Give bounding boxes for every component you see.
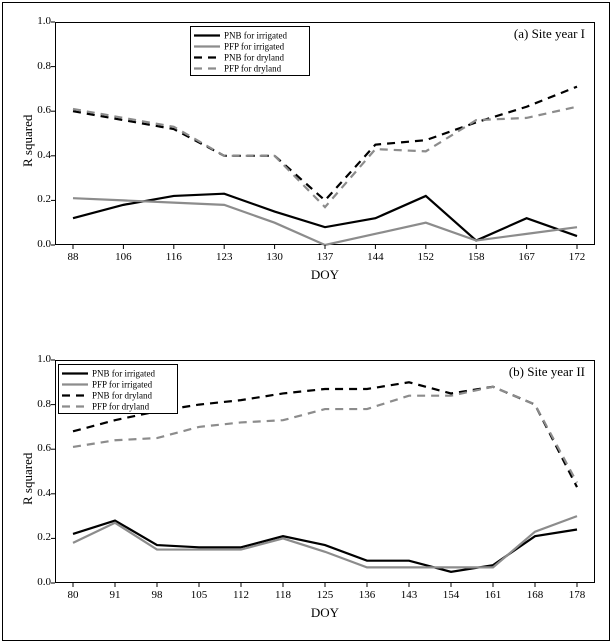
legend-label: PFP for irrigated — [92, 380, 153, 390]
xtick-label: 137 — [310, 251, 340, 263]
xlabel: DOY — [55, 267, 595, 283]
ytick-label: 0.0 — [25, 238, 51, 250]
xtick-label: 118 — [268, 589, 298, 601]
xlabel: DOY — [55, 605, 595, 621]
series-line — [73, 107, 577, 207]
legend-label: PNB for dryland — [92, 391, 152, 401]
xtick-label: 130 — [260, 251, 290, 263]
xtick-label: 125 — [310, 589, 340, 601]
xtick-label: 143 — [394, 589, 424, 601]
xtick-label: 106 — [108, 251, 138, 263]
legend-label: PNB for irrigated — [92, 369, 155, 379]
xtick-label: 161 — [478, 589, 508, 601]
xtick-label: 178 — [562, 589, 592, 601]
series-line — [73, 198, 577, 245]
xtick-label: 88 — [58, 251, 88, 263]
xtick-label: 98 — [142, 589, 172, 601]
xtick-label: 152 — [411, 251, 441, 263]
ytick-label: 0.0 — [25, 576, 51, 588]
ytick-label: 1.0 — [25, 353, 51, 365]
xtick-label: 80 — [58, 589, 88, 601]
legend-label: PFP for dryland — [92, 402, 150, 412]
panel-title: (a) Site year I — [514, 26, 585, 42]
series-line — [73, 521, 577, 572]
ytick-label: 0.8 — [25, 60, 51, 72]
legend: PNB for irrigatedPFP for irrigatedPNB fo… — [190, 26, 310, 76]
xtick-label: 116 — [159, 251, 189, 263]
xtick-label: 91 — [100, 589, 130, 601]
legend: PNB for irrigatedPFP for irrigatedPNB fo… — [58, 364, 178, 414]
xtick-label: 167 — [512, 251, 542, 263]
xtick-label: 123 — [209, 251, 239, 263]
xtick-label: 158 — [461, 251, 491, 263]
legend-label: PFP for irrigated — [224, 42, 285, 52]
xtick-label: 112 — [226, 589, 256, 601]
legend-label: PFP for dryland — [224, 64, 282, 74]
ylabel: R squared — [20, 452, 36, 504]
ylabel: R squared — [20, 114, 36, 166]
plot-a-svg — [55, 22, 595, 245]
xtick-label: 144 — [360, 251, 390, 263]
xtick-label: 136 — [352, 589, 382, 601]
ytick-label: 0.2 — [25, 531, 51, 543]
xtick-label: 105 — [184, 589, 214, 601]
series-line — [73, 516, 577, 567]
ytick-label: 1.0 — [25, 15, 51, 27]
legend-label: PNB for dryland — [224, 53, 284, 63]
panel-title: (b) Site year II — [509, 364, 585, 380]
series-line — [73, 87, 577, 201]
xtick-label: 154 — [436, 589, 466, 601]
xtick-label: 168 — [520, 589, 550, 601]
legend-label: PNB for irrigated — [224, 31, 287, 41]
ytick-label: 0.2 — [25, 193, 51, 205]
xtick-label: 172 — [562, 251, 592, 263]
ytick-label: 0.8 — [25, 398, 51, 410]
